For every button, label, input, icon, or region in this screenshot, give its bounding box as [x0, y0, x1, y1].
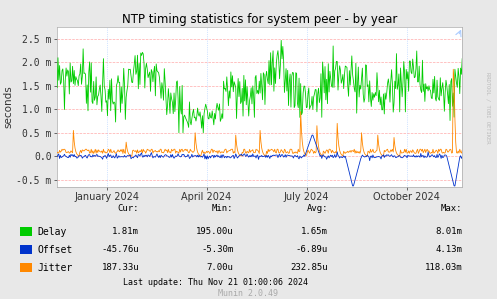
Text: 1.81m: 1.81m [112, 227, 139, 236]
Text: Offset: Offset [37, 245, 73, 255]
Text: 4.13m: 4.13m [435, 245, 462, 254]
Title: NTP timing statistics for system peer - by year: NTP timing statistics for system peer - … [122, 13, 398, 26]
Text: RRDTOOL / TOBI OETIKER: RRDTOOL / TOBI OETIKER [486, 72, 491, 144]
Text: 1.65m: 1.65m [301, 227, 328, 236]
Text: Avg:: Avg: [307, 204, 328, 213]
Y-axis label: seconds: seconds [3, 86, 13, 128]
Text: Jitter: Jitter [37, 263, 73, 273]
Text: -45.76u: -45.76u [101, 245, 139, 254]
Text: Cur:: Cur: [118, 204, 139, 213]
Text: -6.89u: -6.89u [296, 245, 328, 254]
Text: Munin 2.0.49: Munin 2.0.49 [219, 289, 278, 298]
Text: 8.01m: 8.01m [435, 227, 462, 236]
Text: 187.33u: 187.33u [101, 263, 139, 272]
Text: -5.30m: -5.30m [201, 245, 234, 254]
Text: 7.00u: 7.00u [207, 263, 234, 272]
Text: 232.85u: 232.85u [290, 263, 328, 272]
Text: 118.03m: 118.03m [424, 263, 462, 272]
Text: Min:: Min: [212, 204, 234, 213]
Text: Last update: Thu Nov 21 01:00:06 2024: Last update: Thu Nov 21 01:00:06 2024 [123, 278, 308, 287]
Text: Delay: Delay [37, 227, 67, 237]
Text: Max:: Max: [441, 204, 462, 213]
Text: 195.00u: 195.00u [196, 227, 234, 236]
